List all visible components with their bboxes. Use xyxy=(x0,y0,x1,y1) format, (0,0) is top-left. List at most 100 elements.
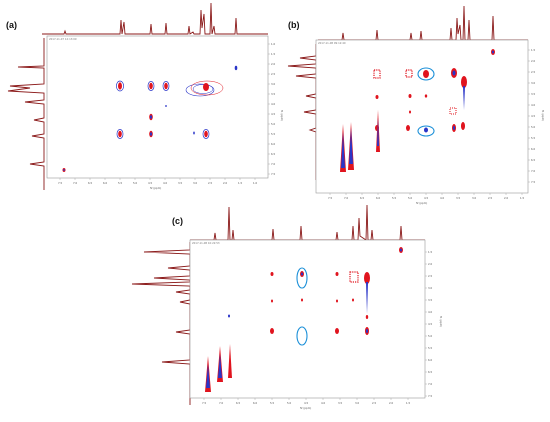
peak xyxy=(116,129,124,139)
x-tick-label: 7.0 xyxy=(344,196,348,200)
peak xyxy=(271,299,273,303)
x-tick-label: 2.0 xyxy=(223,181,227,185)
y-tick-label: 6.0 xyxy=(428,358,432,362)
peak xyxy=(205,356,211,392)
y-tick-label: 7.5 xyxy=(531,180,535,184)
peak xyxy=(375,95,379,99)
peak xyxy=(461,76,467,110)
y-tick-label: 5.0 xyxy=(428,334,432,338)
peak xyxy=(228,344,232,378)
peak xyxy=(228,314,230,318)
x-tick-label: 5.5 xyxy=(118,181,122,185)
y-tick-label: 6.5 xyxy=(428,370,432,374)
peak xyxy=(116,80,124,92)
x-tick-label: 2.5 xyxy=(208,181,212,185)
top-projection-spectrum xyxy=(318,5,528,41)
x-axis-label: f2 (ppm) xyxy=(150,186,161,190)
peak xyxy=(364,272,370,314)
peak xyxy=(202,129,210,139)
y-tick-label: 7.0 xyxy=(271,162,275,166)
y-tick-label: 4.5 xyxy=(271,112,275,116)
top-projection-spectrum xyxy=(190,204,425,241)
highlight-circles xyxy=(417,67,435,137)
peak xyxy=(365,315,369,319)
peak xyxy=(149,130,153,138)
peak xyxy=(193,131,195,135)
x-tick-label: 5.0 xyxy=(408,196,412,200)
x-tick-label: 3.5 xyxy=(456,196,460,200)
x-tick-label: 3.5 xyxy=(178,181,182,185)
x-tick-label: 4.5 xyxy=(148,181,152,185)
x-tick-label: 7.5 xyxy=(328,196,332,200)
y-tick-label: 2.5 xyxy=(531,70,535,74)
y-tick-label: 7.0 xyxy=(531,169,535,173)
y-tick-label: 2.5 xyxy=(428,274,432,278)
panel-a: 2017-11-07 12:13:09 7.5 7.0 6.5 6.0 5.5 … xyxy=(7,2,284,190)
peak xyxy=(348,122,354,170)
y-tick-label: 4.5 xyxy=(428,322,432,326)
y-tick-label: 1.5 xyxy=(271,52,275,56)
x-tick-label: 3.0 xyxy=(355,401,359,405)
x-tick-label: 2.5 xyxy=(372,401,376,405)
y-tick-label: 6.5 xyxy=(531,158,535,162)
y-tick-label: 2.0 xyxy=(271,62,275,66)
peak xyxy=(335,328,339,334)
x-tick-label: 6.0 xyxy=(376,196,380,200)
panel-label-a: (a) xyxy=(6,20,17,30)
y-tick-label: 6.5 xyxy=(271,152,275,156)
highlight-circle xyxy=(296,326,308,346)
y-tick-label: 4.0 xyxy=(271,102,275,106)
x-tick-label: 4.0 xyxy=(321,401,325,405)
x-tick-label: 7.0 xyxy=(73,181,77,185)
x-tick-labels: 7.5 7.0 6.5 6.0 5.5 5.0 4.5 4.0 3.5 3.0 … xyxy=(202,401,410,405)
y-tick-label: 6.0 xyxy=(531,147,535,151)
x-tick-label: 1.5 xyxy=(238,181,242,185)
peak xyxy=(409,110,411,114)
left-projection-spectrum xyxy=(287,44,317,180)
spectrum-header: 2017-11-08 09:12:40 xyxy=(318,41,346,45)
y-tick-label: 7.0 xyxy=(428,382,432,386)
peak xyxy=(373,69,381,79)
x-tick-label: 2.0 xyxy=(504,196,508,200)
y-tick-label: 3.5 xyxy=(531,92,535,96)
peak xyxy=(349,271,359,283)
panel-label-b: (b) xyxy=(288,20,300,30)
x-tick-label: 5.5 xyxy=(392,196,396,200)
peak xyxy=(147,81,155,91)
panel-b: 2017-11-08 09:12:40 7.5 7.0 6.5 6.0 5.5 … xyxy=(287,5,545,205)
highlight-circle xyxy=(296,267,308,289)
x-axis-ticks xyxy=(203,398,409,400)
peak xyxy=(217,346,223,382)
y-tick-label: 1.0 xyxy=(271,42,275,46)
x-tick-label: 3.0 xyxy=(472,196,476,200)
y-tick-label: 3.5 xyxy=(428,298,432,302)
top-projection-spectrum xyxy=(42,2,268,35)
panel-label-c: (c) xyxy=(172,216,183,226)
y-tick-labels: 1.5 2.0 2.5 3.0 3.5 4.0 4.5 5.0 5.5 6.0 … xyxy=(428,250,432,398)
y-tick-label: 3.0 xyxy=(428,286,432,290)
y-axis-ticks xyxy=(425,251,427,397)
x-tick-label: 5.0 xyxy=(133,181,137,185)
y-axis-label: f1 (ppm) xyxy=(439,316,443,327)
highlight-circle xyxy=(417,125,435,137)
x-tick-label: 2.5 xyxy=(488,196,492,200)
y-tick-label: 5.5 xyxy=(428,346,432,350)
peak xyxy=(491,49,495,55)
y-axis-label: f1 (ppm) xyxy=(541,110,545,121)
x-axis-label: f2 (ppm) xyxy=(300,406,311,410)
x-axis-ticks xyxy=(59,178,256,180)
peak xyxy=(270,272,274,276)
x-tick-label: 3.5 xyxy=(338,401,342,405)
x-tick-label: 7.5 xyxy=(202,401,206,405)
x-tick-label: 5.5 xyxy=(270,401,274,405)
x-tick-label: 4.5 xyxy=(424,196,428,200)
cross-peaks xyxy=(340,49,495,172)
peak xyxy=(162,81,170,91)
spectrum-frame xyxy=(315,39,529,194)
y-tick-label: 3.0 xyxy=(271,82,275,86)
peak xyxy=(185,80,224,97)
peak xyxy=(408,94,412,98)
x-tick-label: 1.5 xyxy=(406,401,410,405)
y-tick-label: 6.0 xyxy=(271,142,275,146)
x-axis-ticks xyxy=(329,193,523,195)
